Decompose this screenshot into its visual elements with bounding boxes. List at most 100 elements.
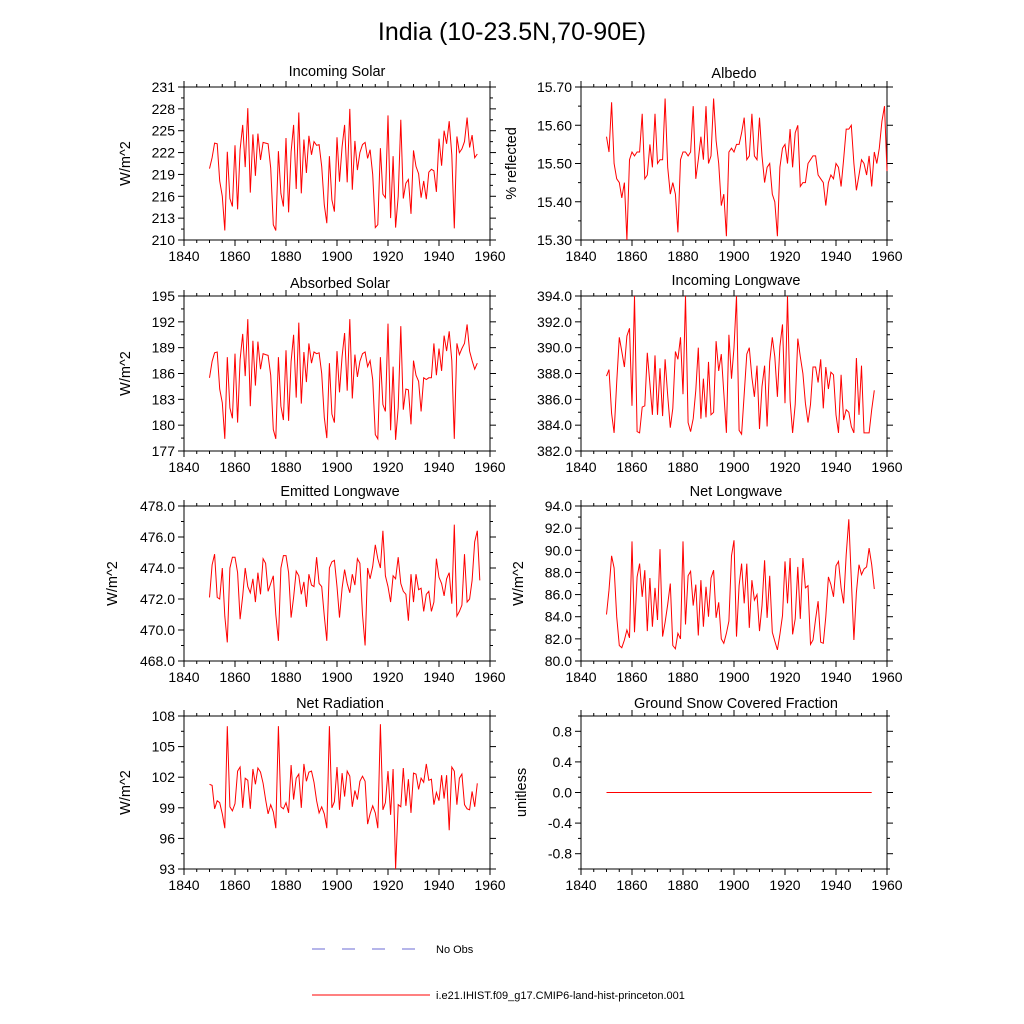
x-tick-label: 1900 (321, 459, 352, 475)
y-tick-label: 99 (159, 800, 175, 816)
series-line (209, 108, 478, 231)
y-tick-label: 210 (152, 232, 176, 248)
ticks: 1840 1860 1880 1900 1920 1940 1960 -0.8 -0.4 0.0 0… (548, 710, 903, 893)
x-tick-label: 1940 (820, 877, 851, 893)
y-tick-label: 108 (152, 708, 176, 724)
y-axis-label: unitless (514, 768, 530, 817)
panel-6: Net Radiation W/m^2 1840 1860 1880 1900 1920… (118, 696, 506, 893)
x-tick-label: 1880 (667, 669, 698, 685)
x-tick-label: 1940 (423, 877, 454, 893)
main-title: India (10-23.5N,70-90E) (378, 18, 646, 46)
x-tick-label: 1960 (474, 877, 505, 893)
series-line (606, 98, 888, 241)
x-tick-label: 1900 (718, 459, 749, 475)
x-tick-label: 1960 (474, 248, 505, 264)
x-tick-label: 1900 (718, 877, 749, 893)
panel-4: Emitted Longwave W/m^2 1840 1860 1880 1900 1… (105, 484, 506, 685)
y-tick-label: 105 (152, 739, 176, 755)
x-tick-label: 1840 (565, 248, 596, 264)
y-tick-label: 93 (159, 861, 175, 877)
x-tick-label: 1860 (616, 877, 647, 893)
y-axis-label: W/m^2 (118, 141, 134, 186)
y-tick-label: 476.0 (140, 529, 175, 545)
x-tick-label: 1960 (871, 248, 902, 264)
x-tick-label: 1860 (616, 248, 647, 264)
x-tick-label: 1920 (372, 459, 403, 475)
y-tick-label: 394.0 (537, 288, 572, 304)
y-tick-label: 189 (152, 340, 176, 356)
y-tick-label: 0.4 (553, 754, 573, 770)
y-tick-label: 468.0 (140, 653, 175, 669)
series-line (209, 724, 478, 870)
y-tick-label: 390.0 (537, 340, 572, 356)
y-tick-label: 213 (152, 210, 176, 226)
y-tick-label: 384.0 (537, 417, 572, 433)
x-tick-label: 1880 (667, 459, 698, 475)
series-line (209, 524, 481, 646)
panel-1: Albedo % reflected 1840 1860 1880 1900 1920 1… (504, 66, 903, 264)
x-tick-label: 1960 (871, 669, 902, 685)
y-tick-label: 86.0 (545, 587, 572, 603)
ticks: 1840 1860 1880 1900 1920 1940 1960 210 213 216 219… (152, 79, 506, 264)
x-tick-label: 1940 (423, 669, 454, 685)
panel-title: Incoming Longwave (672, 273, 801, 289)
panel-title: Net Longwave (690, 484, 783, 500)
ticks: 1840 1860 1880 1900 1920 1940 1960 15.30 15.40 15… (537, 79, 903, 264)
x-tick-label: 1840 (168, 459, 199, 475)
x-tick-label: 1880 (667, 248, 698, 264)
y-tick-label: 15.40 (537, 194, 572, 210)
y-axis-label: W/m^2 (511, 561, 527, 606)
y-tick-label: -0.4 (548, 815, 572, 831)
y-tick-label: 228 (152, 101, 176, 117)
y-tick-label: 386.0 (537, 391, 572, 407)
x-tick-label: 1840 (565, 877, 596, 893)
plot-frame (183, 295, 491, 452)
legend-obs-label: No Obs (436, 944, 474, 956)
plot-frame (580, 295, 888, 452)
series-line (606, 519, 875, 651)
panel-title: Absorbed Solar (290, 276, 390, 292)
y-tick-label: 474.0 (140, 560, 175, 576)
panel-7: Ground Snow Covered Fraction unitless 18… (514, 696, 903, 893)
x-tick-label: 1960 (474, 669, 505, 685)
y-axis-label: W/m^2 (118, 770, 134, 815)
y-tick-label: 0.0 (553, 785, 573, 801)
panel-title: Net Radiation (296, 696, 384, 712)
y-tick-label: 186 (152, 366, 176, 382)
ticks: 1840 1860 1880 1900 1920 1940 1960 80.0 82.0 84.0… (545, 498, 903, 685)
y-tick-label: 219 (152, 166, 176, 182)
y-tick-label: 216 (152, 188, 176, 204)
y-tick-label: 231 (152, 79, 176, 95)
x-tick-label: 1840 (168, 669, 199, 685)
x-tick-label: 1920 (769, 459, 800, 475)
legend: No Obs i.e21.IHIST.f09_g17.CMIP6-land-hi… (312, 944, 685, 1002)
x-tick-label: 1860 (616, 459, 647, 475)
y-tick-label: 195 (152, 288, 176, 304)
y-axis-label: W/m^2 (105, 561, 121, 606)
x-tick-label: 1840 (168, 248, 199, 264)
y-tick-label: 192 (152, 314, 176, 330)
panel-title: Ground Snow Covered Fraction (634, 696, 838, 712)
legend-model-label: i.e21.IHIST.f09_g17.CMIP6-land-hist-prin… (436, 990, 685, 1002)
ticks: 1840 1860 1880 1900 1920 1940 1960 382.0 384.0 38… (537, 288, 903, 475)
panel-2: Absorbed Solar W/m^2 1840 1860 1880 1900 192… (118, 276, 506, 475)
y-tick-label: 392.0 (537, 314, 572, 330)
y-tick-label: 88.0 (545, 564, 572, 580)
x-tick-label: 1920 (769, 669, 800, 685)
panel-title: Albedo (711, 66, 756, 82)
y-tick-label: 183 (152, 391, 176, 407)
x-tick-label: 1960 (474, 459, 505, 475)
y-tick-label: 82.0 (545, 631, 572, 647)
x-tick-label: 1900 (718, 669, 749, 685)
y-tick-label: 472.0 (140, 591, 175, 607)
y-tick-label: 0.8 (553, 723, 573, 739)
x-tick-label: 1940 (423, 248, 454, 264)
x-tick-label: 1860 (219, 877, 250, 893)
x-tick-label: 1960 (871, 877, 902, 893)
y-tick-label: 180 (152, 417, 176, 433)
y-tick-label: 96 (159, 830, 175, 846)
ticks: 1840 1860 1880 1900 1920 1940 1960 93 96 99 102 105… (152, 708, 506, 893)
panel-3: Incoming Longwave 1840 1860 1880 1900 1920 19… (537, 273, 903, 475)
